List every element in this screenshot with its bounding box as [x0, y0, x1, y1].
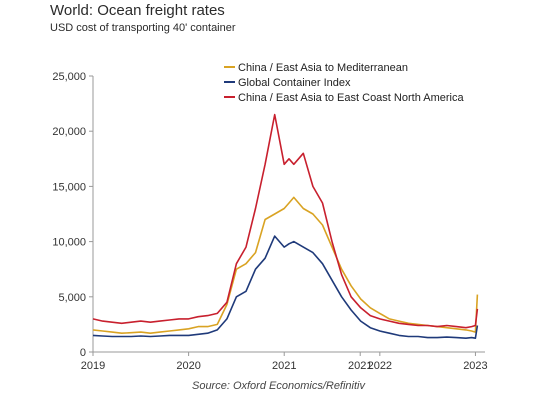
x-tick-label: 2021: [272, 360, 296, 372]
y-tick-label: 25,000: [52, 71, 86, 83]
y-tick-label: 0: [80, 347, 86, 359]
x-tick-label: 2020: [176, 360, 200, 372]
chart-subtitle: USD cost of transporting 40' container: [50, 22, 236, 34]
series-line-1: [92, 196, 479, 335]
chart-source: Source: Oxford Economics/Refinitiv: [191, 380, 365, 392]
x-tick-label: 2023: [463, 360, 487, 372]
y-tick-label: 20,000: [52, 126, 86, 138]
axes: 0 5,000 10,000 15,000 20,000 25,000 2019 2020 20…: [52, 71, 487, 372]
x-tick-label: 2021: [348, 360, 372, 372]
legend: China / East Asia to Mediterranean Global…: [224, 62, 464, 104]
series-layer: [92, 113, 479, 340]
y-tick-label: 5,000: [58, 292, 86, 304]
legend-label-1: China / East Asia to Mediterranean: [238, 62, 408, 74]
y-tick-label: 15,000: [52, 181, 86, 193]
x-tick-label: 2022: [368, 360, 392, 372]
series-line-2: [92, 235, 479, 340]
legend-label-3: China / East Asia to East Coast North Am…: [238, 92, 464, 104]
series-line-3: [92, 113, 479, 329]
chart-title: World: Ocean freight rates: [50, 2, 225, 19]
x-tick-label: 2019: [81, 360, 105, 372]
line-chart: 0 5,000 10,000 15,000 20,000 25,000 2019 2020 20…: [52, 62, 487, 372]
y-tick-label: 10,000: [52, 237, 86, 249]
legend-label-2: Global Container Index: [238, 77, 351, 89]
